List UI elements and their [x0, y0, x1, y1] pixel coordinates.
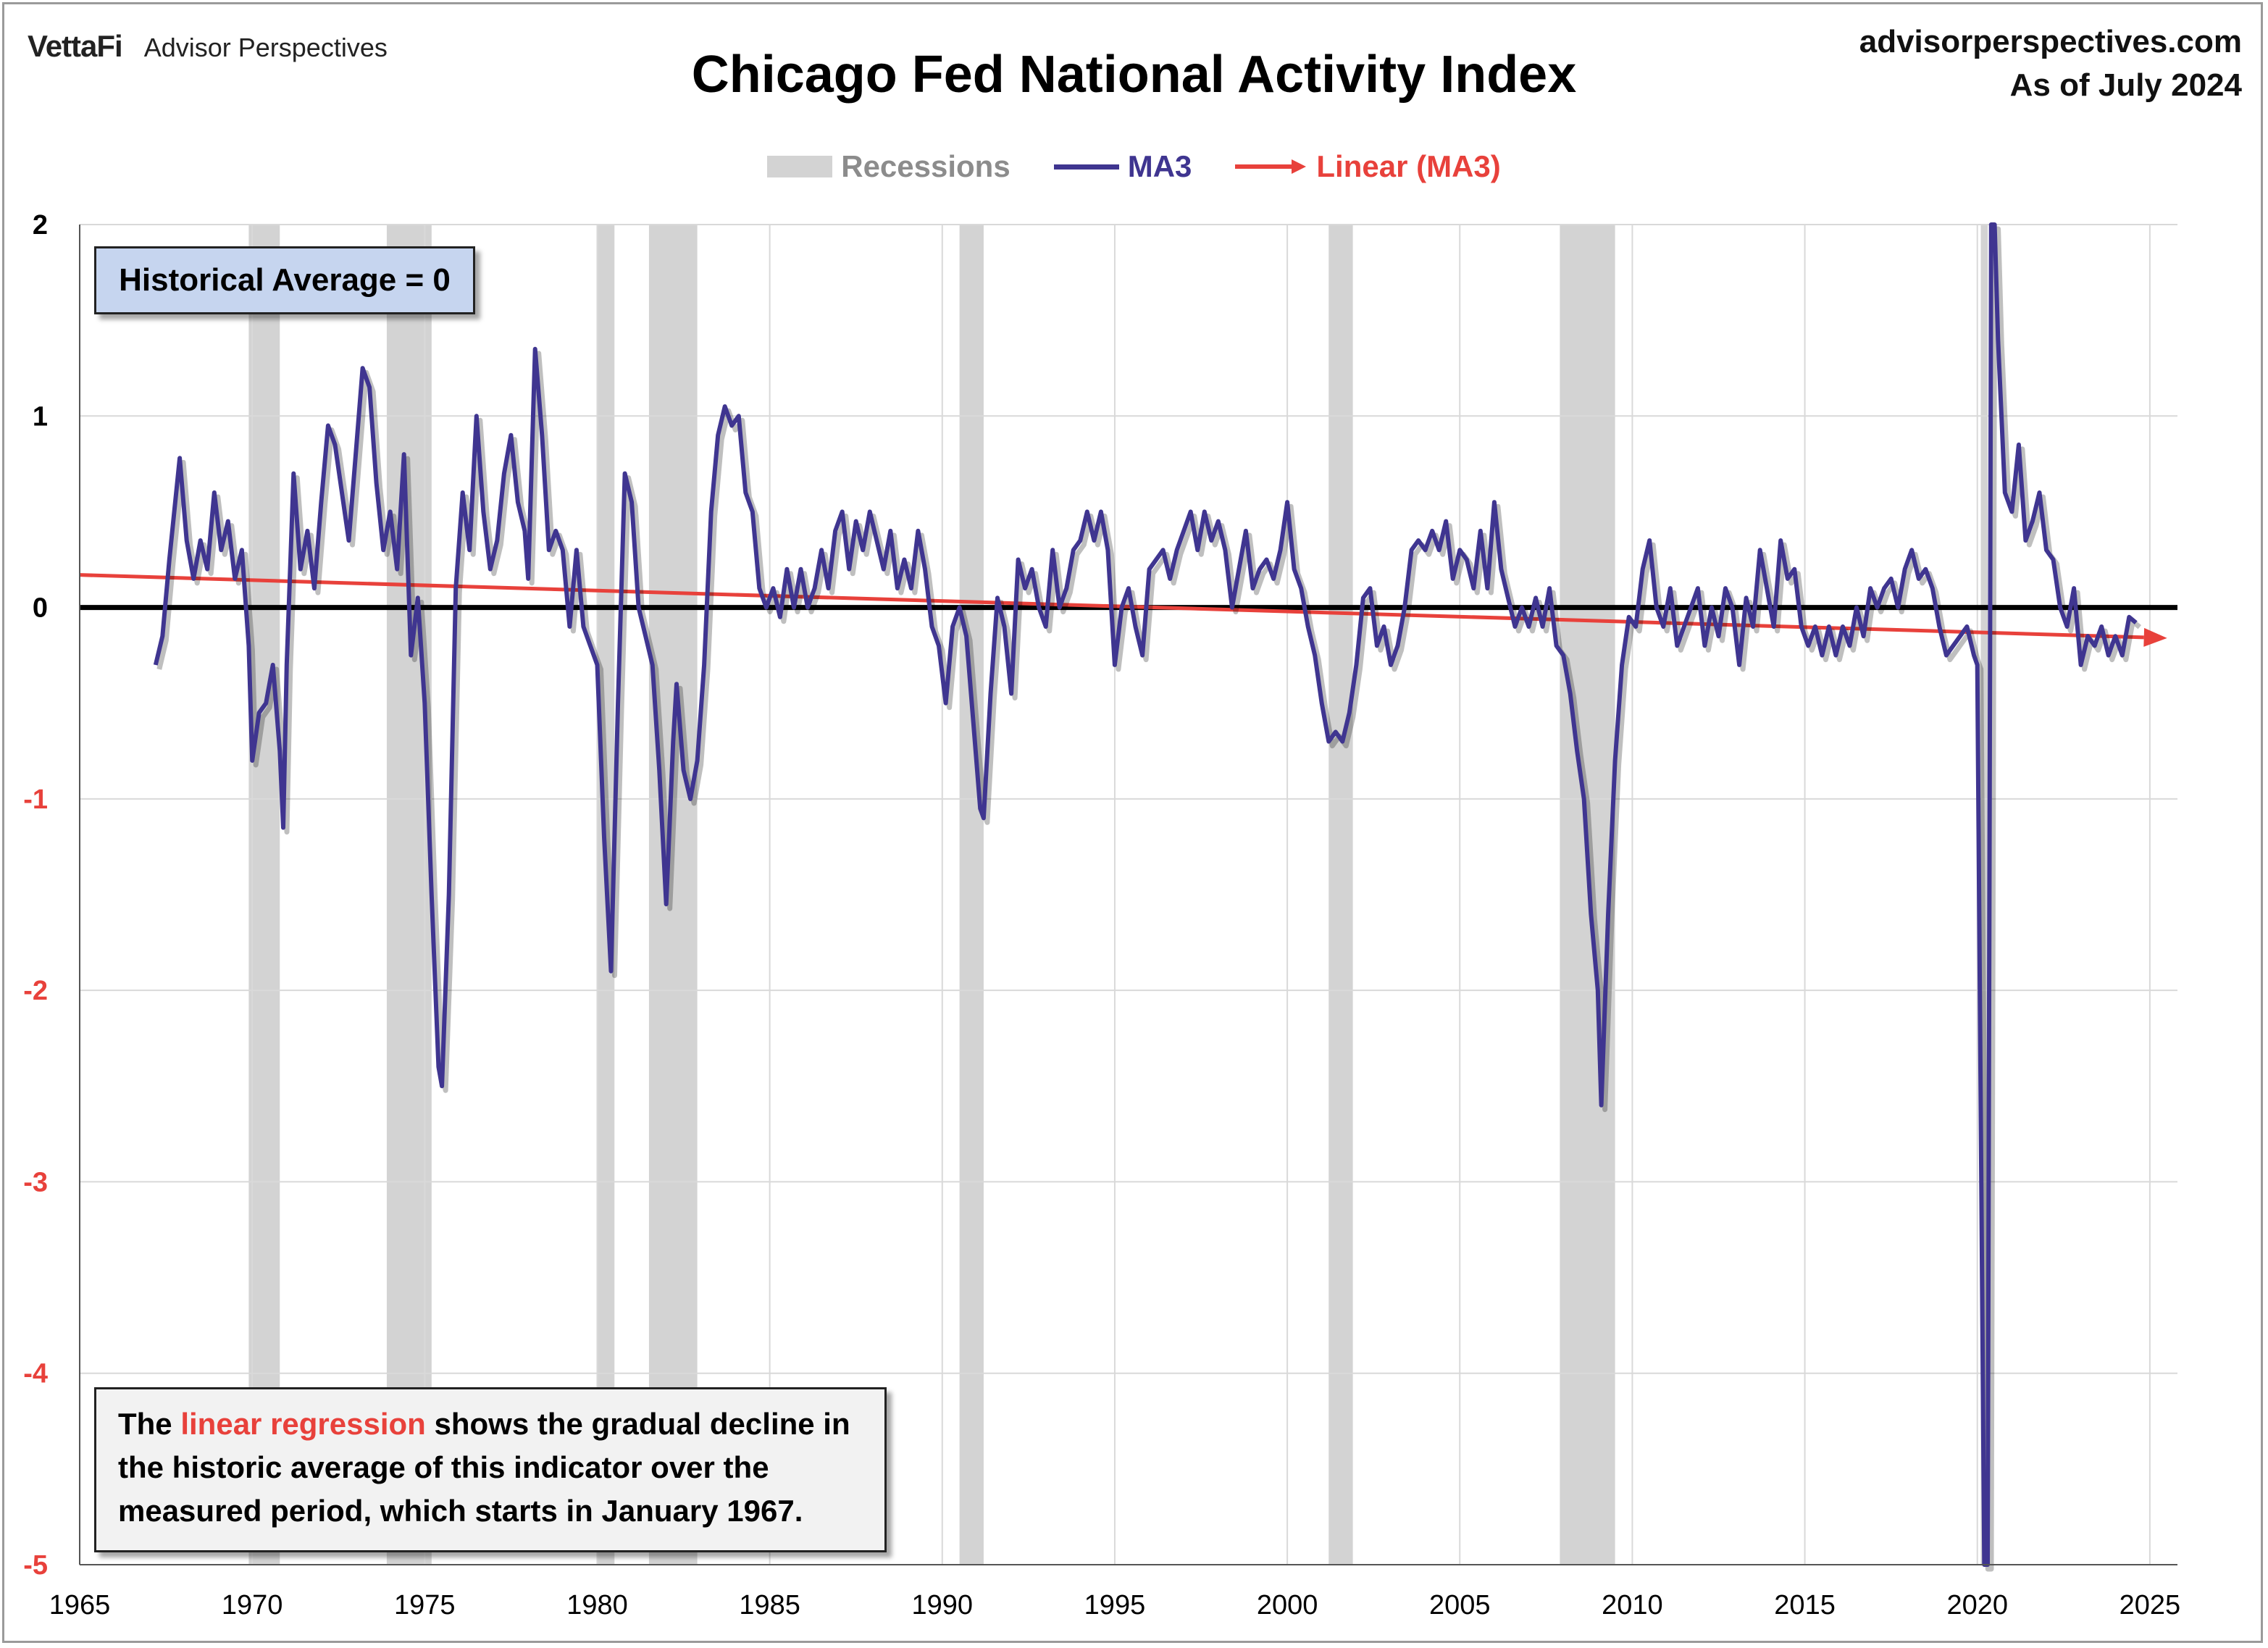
x-tick-label: 2010 [1602, 1590, 1663, 1620]
regression-note-box: The linear regression shows the gradual … [94, 1387, 887, 1552]
x-tick-label: 1985 [739, 1590, 800, 1620]
x-tick-label: 2015 [1774, 1590, 1836, 1620]
linear-trend-arrowhead [2143, 627, 2167, 647]
ma3-swatch [1053, 164, 1119, 170]
note-text-start: The [118, 1407, 181, 1441]
x-tick-label: 1980 [566, 1590, 628, 1620]
legend-item-ma3: MA3 [1053, 149, 1192, 184]
ma3-line [153, 222, 2138, 1567]
note-text-end: shows the gradual decline in the histori… [118, 1407, 850, 1528]
x-tick-label: 1995 [1084, 1590, 1146, 1620]
x-tick-label: 1975 [394, 1590, 456, 1620]
legend-item-recessions: Recessions [767, 149, 1010, 184]
recession-bands [248, 225, 1988, 1565]
recession-band-5 [959, 225, 984, 1565]
recession-swatch [767, 156, 833, 177]
x-tick-label: 1990 [912, 1590, 974, 1620]
brand: VettaFi Advisor Perspectives [28, 29, 388, 64]
ma3-line-shadow [156, 226, 2142, 1572]
legend-item-linear: Linear (MA3) [1235, 149, 1501, 184]
y-tick-label: 2 [33, 210, 48, 240]
x-tick-label: 2020 [1946, 1590, 2008, 1620]
recession-band-8 [1980, 225, 1988, 1565]
historical-average-box: Historical Average = 0 [94, 246, 475, 314]
y-tick-label: -2 [23, 976, 48, 1006]
legend: Recessions MA3 Linear (MA3) [0, 145, 2268, 188]
note-highlight: linear regression [180, 1407, 426, 1441]
x-tick-label: 2005 [1429, 1590, 1491, 1620]
source-site: advisorperspectives.com [1859, 24, 2242, 59]
x-tick-label: 2025 [2120, 1590, 2181, 1620]
y-tick-label: 0 [33, 593, 48, 624]
y-tick-label: -5 [23, 1550, 48, 1581]
y-tick-label: -4 [23, 1359, 48, 1389]
y-tick-label: -1 [23, 785, 48, 815]
x-tick-label: 1970 [222, 1590, 283, 1620]
legend-label-recessions: Recessions [841, 149, 1010, 183]
source-info: advisorperspectives.com As of July 2024 [1859, 20, 2242, 107]
legend-label-ma3: MA3 [1127, 149, 1192, 183]
x-tick-label: 1965 [49, 1590, 111, 1620]
y-tick-label: 1 [33, 401, 48, 432]
chart-title: Chicago Fed National Activity Index [691, 46, 1577, 104]
ma3-series-group [153, 222, 2142, 1572]
as-of-date: As of July 2024 [2009, 67, 2242, 103]
axes [79, 225, 2177, 1565]
brand-name: Advisor Perspectives [143, 33, 388, 62]
recession-band-1 [248, 225, 280, 1565]
legend-label-linear: Linear (MA3) [1316, 149, 1501, 183]
linear-arrow-swatch [1235, 159, 1307, 174]
recession-band-6 [1328, 225, 1353, 1565]
vettafi-logo: VettaFi [28, 29, 123, 63]
x-tick-label: 2000 [1257, 1590, 1318, 1620]
y-tick-label: -3 [23, 1167, 48, 1197]
recession-band-4 [648, 225, 698, 1565]
recession-band-7 [1560, 225, 1615, 1565]
